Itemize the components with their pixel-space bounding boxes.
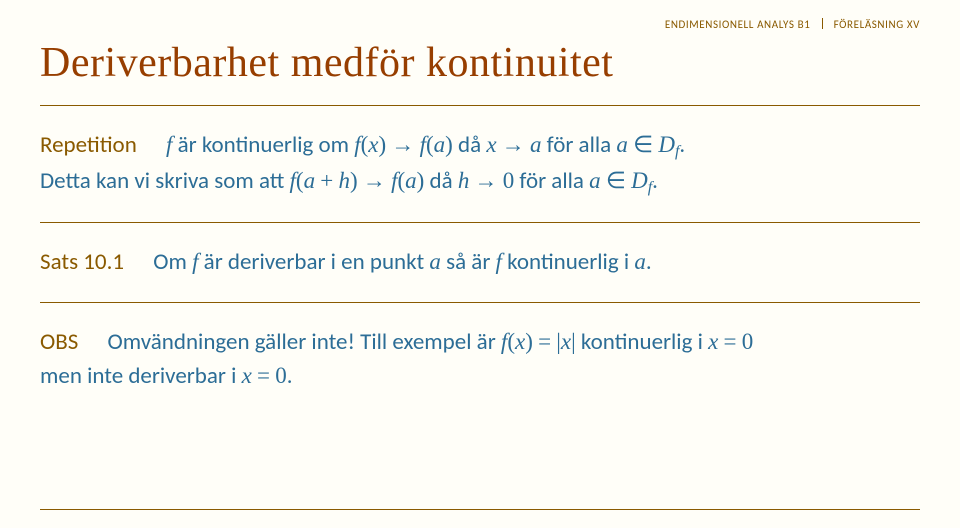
- math-zero: 0: [275, 363, 287, 388]
- eq-icon: =: [257, 363, 270, 388]
- math-x: x: [368, 132, 378, 157]
- rule-after-sats: [40, 302, 920, 303]
- header-lecture: FÖRELÄSNING XV: [834, 18, 920, 31]
- repetition-block: Repetition f är kontinuerlig om f(x) → f…: [40, 128, 920, 200]
- math-a: a: [405, 168, 417, 193]
- math-Df: D: [631, 168, 648, 193]
- slide-page: ENDIMENSIONELL ANALYS B1 FÖRELÄSNING XV …: [0, 0, 960, 528]
- eq-icon: =: [538, 329, 551, 354]
- repetition-label: Repetition: [40, 131, 137, 159]
- obs-text: Omvändningen gäller inte! Till exempel ä…: [108, 328, 501, 356]
- plus-icon: +: [320, 168, 333, 193]
- math-x: x: [515, 329, 525, 354]
- math-Df: D: [658, 132, 675, 157]
- sats-text: så är: [446, 248, 495, 276]
- math-f: f: [496, 249, 502, 274]
- math-x: x: [708, 329, 718, 354]
- slide-header: ENDIMENSIONELL ANALYS B1 FÖRELÄSNING XV: [40, 18, 920, 31]
- repetition-text: då: [458, 131, 486, 159]
- math-zero: 0: [503, 168, 515, 193]
- math-h: h: [338, 168, 350, 193]
- math-x: x: [486, 132, 496, 157]
- math-f: f: [166, 132, 172, 157]
- sats-block: Sats 10.1 Om f är deriverbar i en punkt …: [40, 245, 920, 280]
- repetition-text: för alla: [519, 167, 589, 195]
- header-divider: [822, 18, 823, 29]
- math-f: f: [192, 249, 198, 274]
- repetition-text: är kontinuerlig om: [178, 131, 355, 159]
- arrow-icon: →: [391, 132, 414, 157]
- math-a: a: [634, 249, 646, 274]
- in-icon: ∈: [633, 132, 653, 157]
- math-a: a: [429, 249, 441, 274]
- obs-text: men inte deriverbar i: [40, 362, 242, 390]
- math-a: a: [616, 132, 628, 157]
- repetition-text: Detta kan vi skriva som att: [40, 167, 290, 195]
- obs-block: OBS Omvändningen gäller inte! Till exemp…: [40, 325, 920, 394]
- in-icon: ∈: [606, 168, 626, 193]
- math-a: a: [434, 132, 446, 157]
- math-x: x: [561, 329, 571, 354]
- sats-text: Om: [153, 248, 192, 276]
- math-a: a: [589, 168, 601, 193]
- rule-bottom: [40, 509, 920, 510]
- obs-text: kontinuerlig i: [581, 328, 708, 356]
- math-zero: 0: [742, 329, 754, 354]
- repetition-text: då: [430, 167, 458, 195]
- arrow-icon: →: [502, 132, 525, 157]
- math-h: h: [458, 168, 470, 193]
- arrow-icon: →: [475, 168, 498, 193]
- sats-text: är deriverbar i en punkt: [204, 248, 430, 276]
- rule-under-title: [40, 105, 920, 106]
- eq-icon: =: [724, 329, 737, 354]
- math-x: x: [242, 363, 252, 388]
- math-a: a: [530, 132, 542, 157]
- sats-text: kontinuerlig i: [507, 248, 634, 276]
- slide-title: Deriverbarhet medför kontinuitet: [40, 39, 920, 87]
- math-a: a: [304, 168, 316, 193]
- obs-label: OBS: [40, 328, 78, 356]
- repetition-text: för alla: [547, 131, 617, 159]
- arrow-icon: →: [363, 168, 386, 193]
- sats-label: Sats 10.1: [40, 248, 124, 276]
- header-course: ENDIMENSIONELL ANALYS B1: [665, 18, 811, 31]
- rule-after-repetition: [40, 222, 920, 223]
